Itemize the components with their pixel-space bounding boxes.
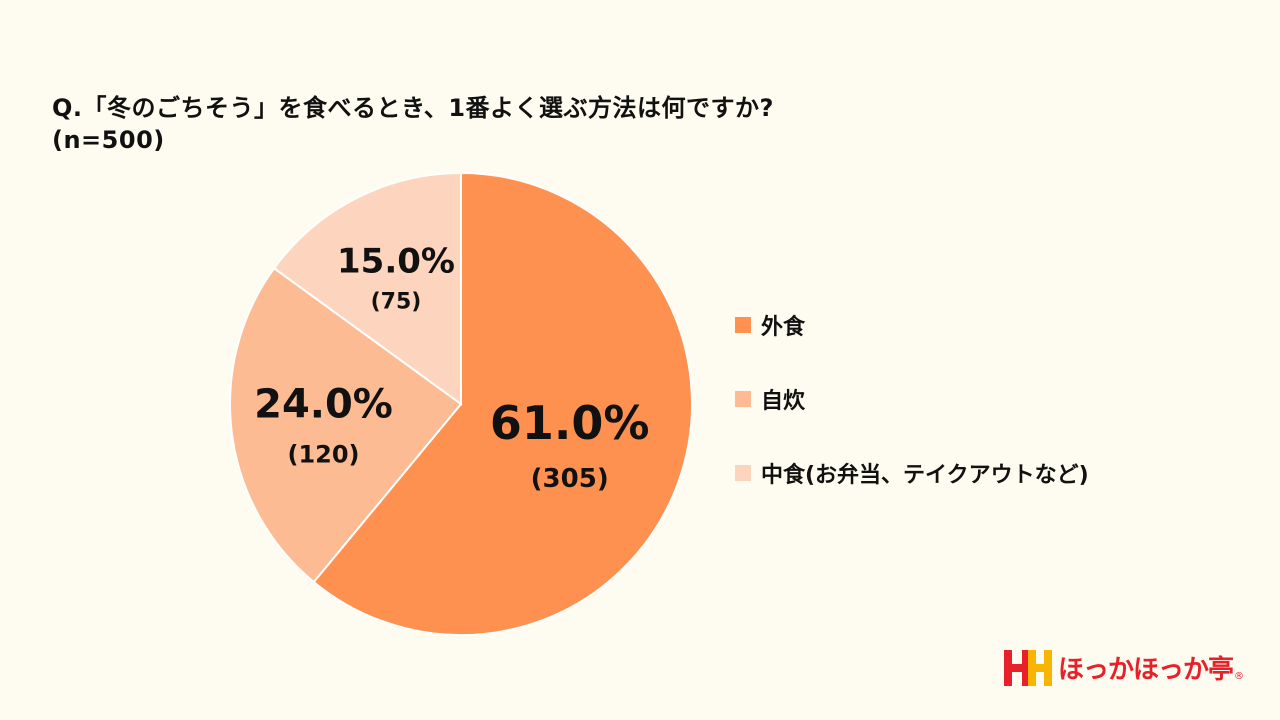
chart-title-sample-size: (n=500) [52, 126, 165, 154]
brand-name: ほっかほっか亭 [1057, 655, 1234, 685]
slice-percent-label-jisui: 24.0% [254, 381, 393, 427]
chart-title-question: Q.「冬のごちそう」を食べるとき、1番よく選ぶ方法は何ですか? [52, 94, 774, 122]
legend-item-jisui: 自炊 [735, 380, 1089, 418]
legend-label-jisui: 自炊 [761, 389, 806, 414]
logo-bar-yellow-right [1043, 649, 1052, 686]
pie-slice-jisui [229, 266, 463, 584]
logo-bar-red-cross [1003, 663, 1030, 672]
chart-legend: 外食 自炊 中食(お弁当、テイクアウトなど) [735, 306, 1089, 528]
slice-percent-label-gaishoku: 61.0% [490, 396, 650, 450]
pie-slice-gaishoku [312, 171, 693, 636]
legend-swatch-jisui [735, 391, 751, 407]
logo-bar-yellow-cross [1027, 663, 1052, 672]
legend-item-nakashoku: 中食(お弁当、テイクアウトなど) [735, 454, 1089, 492]
legend-swatch-nakashoku [735, 465, 751, 481]
brand-registered-mark: ® [1234, 671, 1244, 682]
pie-labels: 61.0% (305) 24.0% (120) 15.0% (75) [254, 241, 649, 494]
pie-slice-nakashoku [272, 171, 462, 406]
brand-logo: ほっかほっか亭 ® [1003, 649, 1244, 686]
legend-swatch-gaishoku [735, 317, 751, 333]
legend-item-gaishoku: 外食 [735, 306, 1089, 344]
slice-percent-label-nakashoku: 15.0% [337, 241, 455, 281]
hh-logo-icon [1003, 649, 1052, 686]
pie-slices [229, 171, 693, 636]
chart-title: Q.「冬のごちそう」を食べるとき、1番よく選ぶ方法は何ですか? (n=500) [52, 92, 774, 156]
legend-label-gaishoku: 外食 [761, 315, 806, 340]
logo-bar-red-mid [1021, 649, 1030, 686]
slice-count-label-nakashoku: (75) [371, 289, 422, 314]
slice-count-label-jisui: (120) [287, 440, 359, 468]
slice-count-label-gaishoku: (305) [531, 464, 609, 494]
legend-label-nakashoku: 中食(お弁当、テイクアウトなど) [761, 463, 1089, 488]
